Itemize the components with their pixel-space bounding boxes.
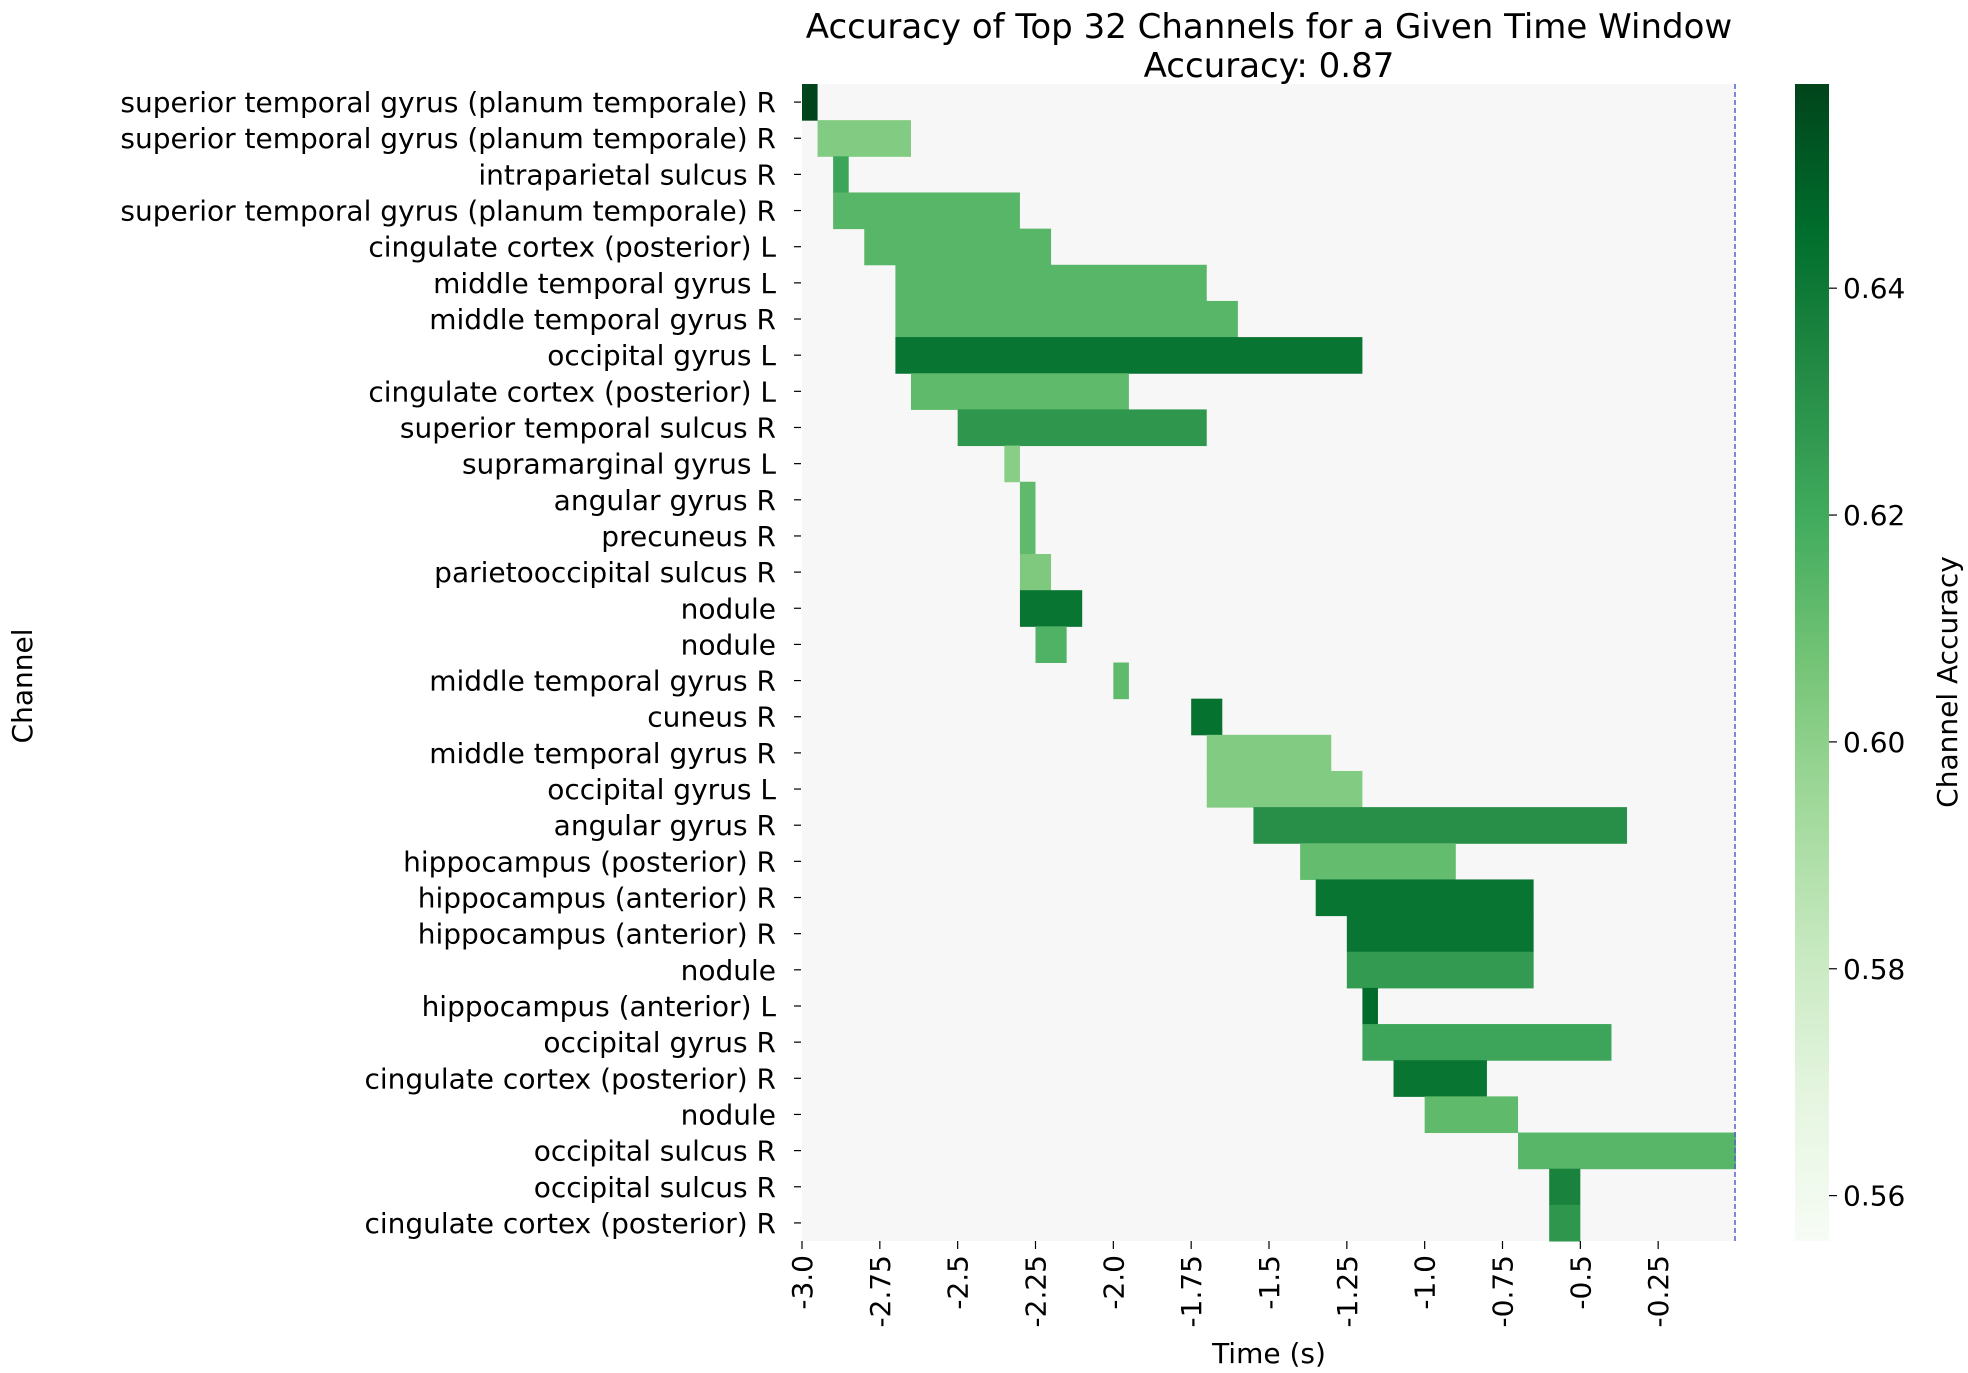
colorbar: 0.56 0.58 0.60 0.62 0.64 <box>1795 84 1905 1241</box>
y-tick-label: precuneus R <box>601 520 776 553</box>
heatmap-cell <box>895 300 1238 338</box>
y-tick-label: supramarginal gyrus L <box>462 448 776 481</box>
heatmap-cell <box>1518 1132 1736 1170</box>
heatmap-cell <box>1253 807 1628 844</box>
x-tick-label: -1.5 <box>1253 1255 1286 1310</box>
y-tick-label: superior temporal gyrus (planum temporal… <box>120 195 776 228</box>
plot-area <box>802 84 1736 1242</box>
colorbar-tick-label: 0.56 <box>1843 1180 1905 1213</box>
heatmap-cell <box>1019 590 1083 627</box>
x-tick-label: -0.75 <box>1487 1255 1520 1327</box>
x-tick-label: -1.0 <box>1409 1255 1442 1310</box>
colorbar-tick-label: 0.60 <box>1843 726 1905 759</box>
y-axis-label: Channel <box>6 629 39 744</box>
heatmap-cell <box>1346 951 1534 989</box>
heatmap-cell <box>1019 517 1036 555</box>
heatmap-cell <box>910 373 1129 410</box>
y-tick-label: hippocampus (posterior) R <box>403 845 776 878</box>
y-tick-label: superior temporal gyrus (planum temporal… <box>120 86 776 119</box>
x-tick-label: -0.25 <box>1642 1255 1675 1327</box>
y-tick-label: superior temporal sulcus R <box>400 411 776 444</box>
y-tick-label: hippocampus (anterior) L <box>422 990 777 1023</box>
heatmap-cell <box>895 337 1363 374</box>
y-tick-label: occipital gyrus L <box>547 773 776 806</box>
colorbar-label: Channel Accuracy <box>1931 556 1964 808</box>
heatmap-cell <box>833 192 1020 230</box>
heatmap-cell <box>833 156 849 193</box>
colorbar-tick-label: 0.62 <box>1843 499 1905 532</box>
heatmap-cell <box>1315 879 1534 917</box>
heatmap-cell <box>1362 1024 1612 1061</box>
y-tick-label: parietooccipital sulcus R <box>434 556 776 589</box>
y-tick-label: middle temporal gyrus R <box>429 737 776 770</box>
y-axis-tick-labels: superior temporal gyrus (planum temporal… <box>120 86 801 1240</box>
y-tick-label: cingulate cortex (posterior) R <box>364 1207 776 1240</box>
chart-title: Accuracy of Top 32 Channels for a Given … <box>806 7 1732 47</box>
heatmap-cell <box>1019 481 1036 519</box>
heatmap-cell <box>1113 662 1129 700</box>
y-tick-label: cingulate cortex (posterior) L <box>368 375 776 408</box>
y-tick-label: middle temporal gyrus R <box>429 665 776 698</box>
y-tick-label: hippocampus (anterior) R <box>418 882 776 915</box>
heatmap-cell <box>802 84 818 121</box>
x-tick-label: -2.25 <box>1020 1255 1053 1327</box>
x-tick-label: -2.75 <box>864 1255 897 1327</box>
y-tick-label: hippocampus (anterior) R <box>418 918 776 951</box>
heatmap-cell <box>864 228 1052 266</box>
y-tick-label: cingulate cortex (posterior) L <box>368 231 776 264</box>
y-tick-label: nodule <box>681 628 776 661</box>
heatmap-cell <box>1206 770 1363 808</box>
y-tick-label: occipital sulcus R <box>534 1171 776 1204</box>
heatmap-cell <box>1019 554 1052 591</box>
heatmap-cell <box>1549 1168 1581 1206</box>
x-tick-label: -3.0 <box>786 1255 819 1310</box>
y-tick-label: occipital gyrus R <box>543 1026 776 1059</box>
heatmap-cell <box>1300 843 1456 880</box>
x-tick-label: -1.75 <box>1175 1255 1208 1327</box>
x-axis-label: Time (s) <box>1211 1337 1326 1370</box>
heatmap-cell <box>1393 1060 1487 1097</box>
y-tick-label: cuneus R <box>647 701 776 734</box>
x-tick-label: -0.5 <box>1564 1255 1597 1310</box>
y-tick-label: nodule <box>681 1098 776 1131</box>
y-tick-label: occipital gyrus L <box>547 339 776 372</box>
x-tick-label: -1.25 <box>1331 1255 1364 1327</box>
heatmap-cell <box>817 120 911 157</box>
heatmap-cell <box>895 264 1207 302</box>
heatmap-cell <box>957 409 1207 447</box>
heatmap-cell <box>1035 626 1067 663</box>
colorbar-tick-label: 0.64 <box>1843 272 1905 305</box>
colorbar-tick-label: 0.58 <box>1843 953 1905 986</box>
colorbar-gradient <box>1795 84 1829 1241</box>
y-tick-label: cingulate cortex (posterior) R <box>364 1062 776 1095</box>
heatmap-cell <box>1424 1096 1519 1134</box>
y-tick-label: intraparietal sulcus R <box>478 158 776 191</box>
x-tick-label: -2.5 <box>942 1255 975 1310</box>
y-tick-label: angular gyrus R <box>554 809 776 842</box>
heatmap-cell <box>1549 1204 1581 1242</box>
heatmap-cell <box>1191 698 1223 736</box>
heatmap-cell <box>1004 445 1020 483</box>
x-axis-ticks: -3.0 -2.75 -2.5 -2.25 -2.0 -1.75 -1.5 -1.25 -1.0… <box>786 1241 1675 1327</box>
heatmap-cell <box>1346 915 1534 953</box>
chart-subtitle: Accuracy: 0.87 <box>1144 46 1395 86</box>
x-tick-label: -2.0 <box>1097 1255 1130 1310</box>
heatmap-cell <box>1206 734 1332 772</box>
y-tick-label: superior temporal gyrus (planum temporal… <box>120 122 776 155</box>
heatmap-cell <box>1362 987 1378 1025</box>
y-tick-label: angular gyrus R <box>554 484 776 517</box>
y-tick-label: nodule <box>681 954 776 987</box>
y-tick-label: middle temporal gyrus R <box>429 303 776 336</box>
y-tick-label: nodule <box>681 592 776 625</box>
y-tick-label: middle temporal gyrus L <box>433 267 776 300</box>
y-tick-label: occipital sulcus R <box>534 1135 776 1168</box>
